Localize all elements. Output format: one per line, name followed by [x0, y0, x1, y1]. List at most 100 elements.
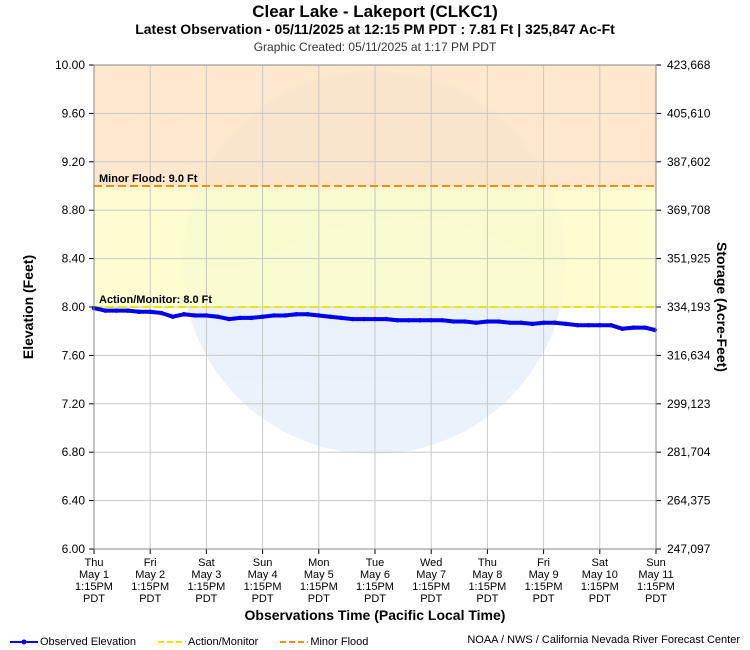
credit-text: NOAA / NWS / California Nevada River For… — [467, 634, 740, 646]
data-point — [384, 316, 389, 322]
data-point — [215, 314, 220, 319]
legend-action-swatch — [158, 641, 186, 643]
data-point — [530, 321, 535, 327]
data-point — [552, 320, 558, 325]
legend-observed-swatch — [10, 639, 38, 645]
data-point — [125, 308, 130, 313]
data-point — [282, 313, 288, 318]
legend-action-label: Action/Monitor — [188, 636, 259, 648]
data-point — [181, 312, 187, 317]
graphic-created: Graphic Created: 05/11/2025 at 1:17 PM P… — [253, 40, 497, 54]
data-point — [631, 325, 636, 330]
y-axis-label: Elevation (Feet) — [20, 255, 36, 359]
chart-legend: Observed Elevation Action/Monitor Minor … — [10, 636, 390, 648]
data-point — [586, 322, 591, 328]
legend-action: Action/Monitor — [158, 636, 258, 648]
data-point — [226, 316, 232, 322]
y2-tick-label: 369,708 — [667, 203, 711, 217]
y2-tick-label: 351,925 — [667, 252, 711, 266]
data-point — [372, 316, 378, 322]
chart-title: Clear Lake - Lakeport (CLKC1) — [252, 2, 498, 21]
data-point — [608, 322, 614, 328]
data-point — [575, 322, 580, 328]
x-tick-label: Sat May 10 1:15PM PDT — [581, 557, 619, 605]
data-point — [541, 320, 546, 325]
legend-minor-flood-swatch — [280, 641, 309, 643]
data-point — [350, 316, 355, 322]
x-axis-label: Observations Time (Pacific Local Time) — [245, 607, 506, 623]
x-tick-label: Sun May 11 1:15PM PDT — [637, 557, 675, 605]
y2-tick-label: 316,634 — [667, 348, 711, 362]
data-point — [271, 313, 277, 318]
legend-minor-flood: Minor Flood — [280, 636, 368, 648]
data-point — [305, 312, 310, 317]
data-point — [620, 326, 625, 331]
x-tick-label: Tue May 6 1:15PM PDT — [356, 557, 394, 605]
y2-tick-label: 264,375 — [667, 494, 711, 508]
data-point — [451, 319, 456, 324]
y2-tick-label: 334,193 — [667, 300, 711, 314]
y2-tick-label: 299,123 — [667, 397, 711, 411]
data-point — [170, 314, 175, 319]
y-tick-label: 9.60 — [62, 106, 86, 120]
data-point — [294, 312, 299, 317]
y-tick-label: 6.40 — [62, 494, 86, 508]
y2-tick-label: 423,668 — [667, 58, 711, 72]
y2-tick-label: 405,610 — [667, 106, 711, 120]
y-tick-label: 8.80 — [62, 203, 86, 217]
y-tick-label: 6.00 — [62, 542, 86, 556]
plot-border — [93, 64, 657, 550]
y-tick-label: 8.00 — [62, 300, 86, 314]
legend-observed: Observed Elevation — [10, 636, 136, 648]
data-point — [473, 320, 479, 325]
data-point — [395, 318, 400, 323]
x-tick-label: Fri May 9 1:15PM PDT — [525, 557, 563, 605]
y2-tick-label: 387,602 — [667, 155, 711, 169]
data-point — [159, 310, 164, 316]
data-point — [485, 319, 490, 324]
threshold-label-0: Minor Flood: 9.0 Ft — [99, 173, 198, 185]
data-point — [339, 315, 344, 321]
data-point — [136, 309, 142, 315]
data-point — [249, 315, 254, 321]
y2-tick-label: 247,097 — [667, 542, 711, 556]
data-point — [406, 318, 411, 323]
data-point — [642, 325, 647, 330]
x-tick-label: Sun May 4 1:15PM PDT — [244, 557, 282, 605]
y-tick-label: 6.80 — [62, 445, 86, 459]
data-point — [361, 316, 366, 322]
x-tick-label: Thu May 8 1:15PM PDT — [468, 557, 506, 605]
data-point — [316, 313, 321, 318]
y-tick-label: 8.40 — [62, 252, 86, 266]
y-tick-label: 10.00 — [55, 58, 85, 72]
legend-minor-flood-label: Minor Flood — [310, 636, 369, 648]
x-tick-label: Wed May 7 1:15PM PDT — [412, 557, 450, 605]
data-point — [192, 313, 198, 318]
data-point — [597, 322, 602, 328]
hydrograph-chart: Minor Flood: 9.0 Ft Action/Monitor: 8.0 F… — [20, 58, 730, 623]
x-tick-label: Mon May 5 1:15PM PDT — [300, 557, 338, 605]
x-tick-label: Sat May 3 1:15PM PDT — [187, 557, 225, 605]
x-tick-label: Thu May 1 1:15PM PDT — [75, 557, 113, 605]
data-point — [518, 320, 524, 325]
data-point — [563, 321, 569, 327]
data-point — [496, 319, 501, 324]
legend-observed-label: Observed Elevation — [40, 636, 136, 648]
data-point — [103, 308, 108, 313]
y-tick-label: 9.20 — [62, 155, 86, 169]
y2-tick-label: 281,704 — [667, 445, 711, 459]
data-point — [429, 318, 434, 323]
data-point — [260, 314, 265, 319]
data-point — [327, 314, 333, 319]
y-tick-label: 7.20 — [62, 397, 86, 411]
data-point — [462, 319, 468, 324]
threshold-label-1: Action/Monitor: 8.0 Ft — [99, 294, 212, 306]
x-tick-label: Fri May 2 1:15PM PDT — [131, 557, 169, 605]
chart-subtitle: Latest Observation - 05/11/2025 at 12:15… — [135, 21, 615, 37]
data-point — [417, 318, 423, 323]
y-tick-label: 7.60 — [62, 348, 86, 362]
data-point — [237, 315, 243, 321]
data-point — [148, 309, 153, 315]
data-point — [507, 320, 513, 325]
data-point — [204, 313, 209, 318]
